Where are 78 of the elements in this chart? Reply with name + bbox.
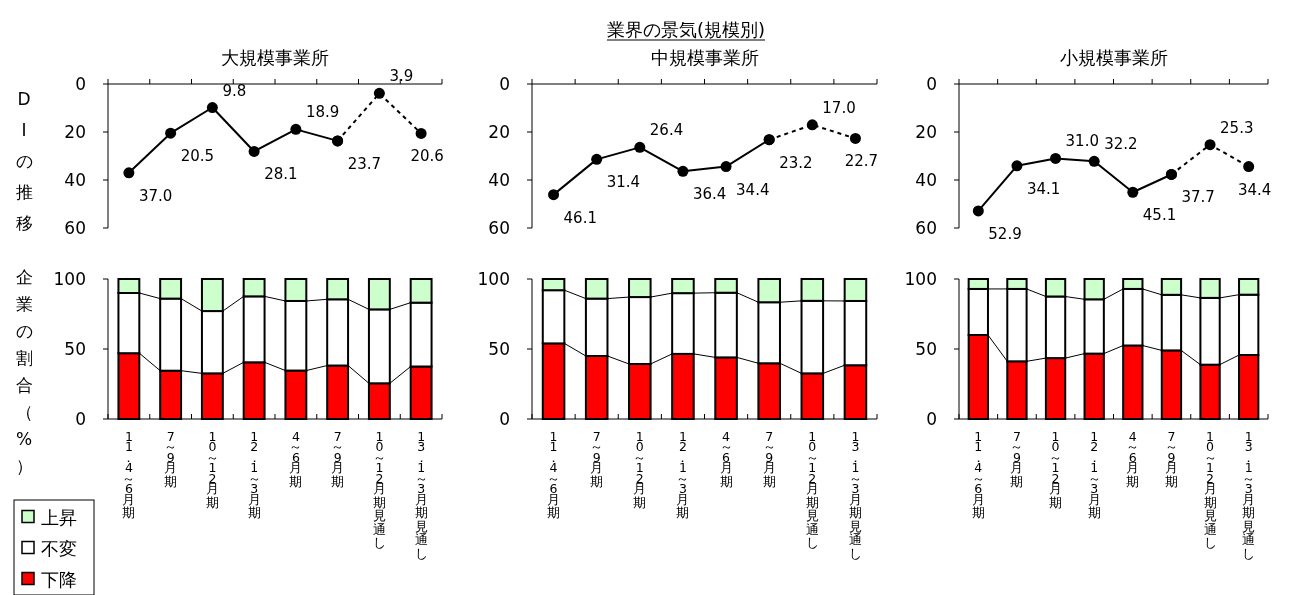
data-label: 26.4 bbox=[649, 121, 684, 140]
data-label: 36.4 bbox=[692, 185, 727, 204]
xtick: 7～9月期 bbox=[762, 428, 776, 489]
xtick: 10～12月期 bbox=[205, 428, 219, 510]
y-tick-label: 100 bbox=[477, 269, 510, 289]
chart-title: 中規模事業所 bbox=[650, 47, 759, 68]
y-tick-label: 60 bbox=[488, 218, 510, 238]
text: 業界の景気(規模別) bbox=[606, 19, 766, 40]
y-tick-label: 0 bbox=[926, 409, 937, 429]
y-tick-label: 20 bbox=[488, 122, 510, 142]
xtick: 13．1～3月期見通し bbox=[1242, 428, 1256, 561]
y-tick-label: 20 bbox=[915, 122, 937, 142]
data-label: 23.2 bbox=[779, 153, 813, 172]
xtick: 13．1～3月期見通し bbox=[848, 428, 862, 561]
y-tick-label: 50 bbox=[915, 339, 937, 359]
y-tick-label: 40 bbox=[915, 170, 937, 190]
y-tick-label: 0 bbox=[75, 74, 86, 94]
xtick: 10～12月期 bbox=[1049, 428, 1063, 510]
y-axis-title: DIの推移 bbox=[15, 89, 33, 233]
xtick: 10～12月期 bbox=[633, 428, 647, 510]
data-label: 46.1 bbox=[563, 208, 597, 227]
y-tick-label: 60 bbox=[64, 218, 86, 238]
xtick: 7～9月期 bbox=[1010, 428, 1024, 489]
data-label: 25.3 bbox=[1220, 118, 1254, 137]
data-label: 34.4 bbox=[736, 180, 770, 199]
y-tick-label: 0 bbox=[926, 74, 937, 94]
data-label: 3.9 bbox=[389, 67, 414, 86]
xtick: 11．4～6月期 bbox=[547, 428, 561, 520]
y-tick-label: 100 bbox=[53, 269, 86, 289]
chart-title: 大規模事業所 bbox=[221, 47, 329, 68]
y-tick-label: 0 bbox=[75, 409, 86, 429]
legend-label: 上昇 bbox=[41, 506, 77, 528]
xtick: 7～9月期 bbox=[1164, 428, 1178, 489]
data-label: 9.8 bbox=[222, 81, 247, 100]
data-label: 31.0 bbox=[1065, 132, 1099, 151]
y-tick-label: 40 bbox=[64, 170, 86, 190]
xtick: 12．1～3月期 bbox=[676, 428, 690, 520]
data-label: 28.1 bbox=[264, 165, 298, 184]
y-tick-label: 100 bbox=[904, 269, 937, 289]
data-label: 37.7 bbox=[1181, 188, 1215, 207]
legend-label: 不変 bbox=[41, 537, 77, 559]
data-label: 20.6 bbox=[410, 147, 444, 166]
y-tick-label: 40 bbox=[488, 170, 510, 190]
y-tick-label: 0 bbox=[499, 409, 510, 429]
data-label: 37.0 bbox=[138, 186, 173, 205]
data-label: 31.4 bbox=[606, 173, 641, 192]
y-tick-label: 50 bbox=[64, 339, 86, 359]
data-label: 34.1 bbox=[1026, 179, 1061, 198]
xtick: 11．4～6月期 bbox=[122, 428, 136, 520]
xtick: 11．4～6月期 bbox=[971, 428, 985, 520]
data-label: 52.9 bbox=[988, 224, 1022, 243]
y-tick-label: 20 bbox=[64, 122, 86, 142]
xtick: 13．1～3月期見通し bbox=[414, 428, 428, 561]
data-label: 32.2 bbox=[1104, 135, 1138, 154]
y-tick-label: 60 bbox=[915, 218, 937, 238]
xtick: 12．1～3月期 bbox=[247, 428, 261, 520]
xtick: 4～6月期 bbox=[289, 428, 303, 489]
xtick: 10～12月期見通し bbox=[372, 428, 386, 550]
xtick: 12．1～3月期 bbox=[1087, 428, 1101, 520]
xtick: 10～12月期見通し bbox=[1203, 428, 1217, 550]
xtick: 7～9月期 bbox=[164, 428, 178, 489]
data-label: 23.7 bbox=[347, 154, 382, 173]
data-label: 34.4 bbox=[1237, 180, 1272, 199]
data-label: 20.5 bbox=[180, 147, 215, 166]
xtick: 7～9月期 bbox=[590, 428, 604, 489]
xtick: 7～9月期 bbox=[331, 428, 345, 489]
data-label: 22.7 bbox=[844, 152, 879, 171]
y-axis-title: 企業の割合（%） bbox=[15, 267, 33, 476]
xtick: 10～12月期見通し bbox=[805, 428, 819, 550]
data-label: 18.9 bbox=[305, 103, 340, 122]
xtick: 4～6月期 bbox=[719, 428, 733, 489]
legend-label: 下降 bbox=[41, 568, 77, 590]
xtick: 4～6月期 bbox=[1126, 428, 1140, 489]
y-tick-label: 0 bbox=[499, 74, 510, 94]
chart-title: 小規模事業所 bbox=[1059, 47, 1168, 68]
data-label: 45.1 bbox=[1142, 206, 1177, 225]
y-tick-label: 50 bbox=[488, 339, 510, 359]
data-label: 17.0 bbox=[822, 98, 856, 117]
